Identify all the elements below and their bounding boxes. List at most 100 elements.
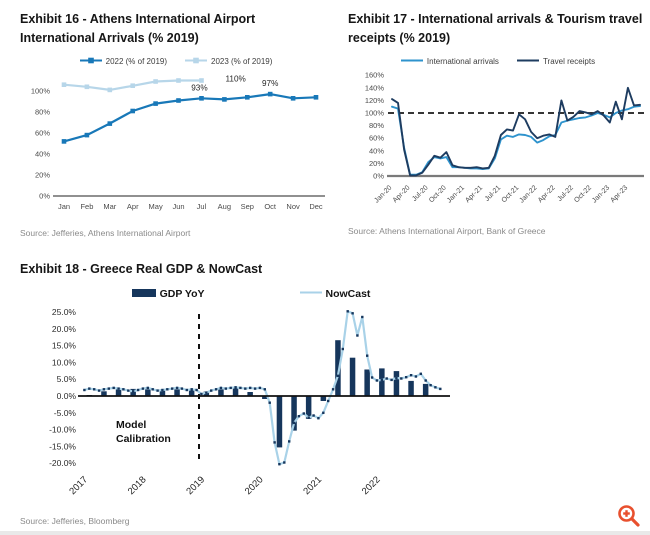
svg-text:5.0%: 5.0% (57, 375, 77, 385)
svg-text:Jul: Jul (197, 202, 207, 211)
legend-swatch-gdp-bar-icon (131, 288, 156, 301)
legend-item-gdp: GDP YoY (131, 288, 205, 301)
svg-text:20%: 20% (369, 159, 384, 168)
svg-text:2019: 2019 (184, 475, 207, 498)
series-receipts (391, 86, 641, 177)
svg-text:Mar: Mar (103, 202, 116, 211)
svg-text:97%: 97% (262, 79, 278, 88)
exhibit-18-panel: Exhibit 18 - Greece Real GDP & NowCast G… (20, 260, 482, 526)
svg-text:140%: 140% (365, 83, 385, 92)
svg-text:2021: 2021 (301, 475, 324, 498)
zoom-in-button[interactable] (615, 502, 643, 530)
svg-text:80%: 80% (369, 121, 384, 130)
svg-text:2020: 2020 (243, 475, 266, 498)
legend-label-2023: 2023 (% of 2019) (211, 57, 273, 67)
svg-text:40%: 40% (369, 146, 384, 155)
svg-text:-15.0%: -15.0% (49, 442, 76, 452)
legend-label-2022: 2022 (% of 2019) (105, 57, 167, 67)
legend-item-2022: 2022 (% of 2019) (79, 56, 167, 67)
legend-swatch-nowcast-line-icon (299, 288, 322, 300)
svg-text:100%: 100% (31, 86, 51, 95)
svg-text:Jul-22: Jul-22 (556, 184, 575, 203)
svg-text:0%: 0% (373, 171, 384, 180)
svg-text:Jan: Jan (58, 202, 70, 211)
svg-text:-20.0%: -20.0% (49, 459, 76, 469)
svg-text:Oct-22: Oct-22 (573, 184, 593, 204)
legend-swatch-2023-line-icon (185, 56, 207, 67)
calibration-label: Model Calibration (116, 419, 171, 445)
svg-text:Jan-20: Jan-20 (373, 184, 393, 204)
svg-text:Aug: Aug (218, 202, 231, 211)
svg-text:2022: 2022 (360, 475, 383, 498)
exhibit-16-legend: 2022 (% of 2019) 2023 (% of 2019) (20, 56, 332, 68)
svg-text:Oct: Oct (264, 202, 277, 211)
svg-text:Calibration: Calibration (116, 433, 171, 445)
legend-item-nowcast: NowCast (299, 288, 371, 301)
svg-text:-5.0%: -5.0% (54, 408, 77, 418)
legend-label-gdp: GDP YoY (159, 288, 205, 301)
bottom-divider (0, 531, 650, 535)
x-axis-labels: Jan Feb Mar Apr May Jun Jul Aug Sep Oct Nov Dec (58, 202, 323, 211)
svg-text:60%: 60% (369, 133, 384, 142)
svg-text:160%: 160% (365, 70, 385, 79)
exhibit-17-panel: Exhibit 17 - International arrivals & To… (348, 10, 648, 236)
svg-text:93%: 93% (191, 83, 207, 92)
exhibit-16-source: Source: Jefferies, Athens International … (20, 227, 191, 238)
x-axis-labels: 2017 2018 2019 2020 2021 2022 (67, 475, 382, 498)
legend-swatch-2022-line-icon (79, 56, 102, 67)
svg-text:Apr-20: Apr-20 (392, 184, 412, 204)
legend-label-receipts: Travel receipts (542, 57, 596, 67)
svg-text:Oct-21: Oct-21 (501, 184, 521, 204)
series-2022 (61, 91, 319, 144)
svg-text:110%: 110% (225, 74, 245, 83)
svg-text:Dec: Dec (309, 202, 323, 211)
svg-text:Jan-21: Jan-21 (446, 184, 466, 204)
exhibit-17-title: Exhibit 17 - International arrivals & To… (348, 12, 643, 46)
svg-text:Jan-23: Jan-23 (591, 184, 611, 204)
svg-text:Model: Model (116, 419, 146, 431)
svg-text:15.0%: 15.0% (52, 341, 77, 351)
svg-text:40%: 40% (35, 149, 50, 158)
svg-text:May: May (149, 202, 163, 211)
svg-text:Apr-23: Apr-23 (610, 184, 630, 204)
svg-text:100%: 100% (365, 108, 385, 117)
nowcast-markers (83, 310, 442, 466)
exhibit-16-title: Exhibit 16 - Athens International Airpor… (20, 12, 256, 46)
svg-text:Apr-22: Apr-22 (537, 184, 557, 204)
svg-text:Nov: Nov (286, 202, 300, 211)
y-axis: 0% 20% 40% 60% 80% 100% (31, 86, 51, 200)
legend-item-receipts: Travel receipts (516, 56, 596, 67)
exhibit-18-source: Source: Jefferies, Bloomberg (20, 516, 130, 527)
svg-text:0%: 0% (39, 191, 50, 200)
svg-text:2017: 2017 (67, 475, 90, 498)
y-axis: 25.0% 20.0% 15.0% 10.0% 5.0% 0.0% -5.0% -10.0% -… (49, 307, 76, 468)
svg-text:10.0%: 10.0% (52, 358, 77, 368)
svg-text:Apr-21: Apr-21 (464, 184, 484, 204)
legend-item-2023: 2023 (% of 2019) (185, 56, 272, 67)
svg-text:Sep: Sep (241, 202, 254, 211)
exhibit-18-plot: 25.0% 20.0% 15.0% 10.0% 5.0% 0.0% -5.0% -10.0% -… (49, 307, 450, 498)
legend-item-arrivals: International arrivals (400, 56, 499, 67)
legend-swatch-receipts-line-icon (516, 56, 539, 67)
legend-label-nowcast: NowCast (325, 288, 371, 301)
exhibit-16-plot: 0% 20% 40% 60% 80% 100% Jan Feb Mar Apr May Jun Jul A… (31, 74, 325, 211)
svg-text:Jan-22: Jan-22 (518, 184, 538, 204)
zoom-in-icon (618, 505, 640, 527)
y-axis: 0% 20% 40% 60% 80% 100% 120% 140% 160% (365, 70, 385, 180)
exhibit-17-legend: International arrivals Travel receipts (348, 56, 648, 68)
exhibit-18-title: Exhibit 18 - Greece Real GDP & NowCast (20, 262, 263, 276)
series-2023 (61, 77, 204, 92)
exhibit-18-legend: GDP YoY NowCast (20, 288, 482, 300)
svg-text:Jun: Jun (172, 202, 184, 211)
svg-text:Oct-20: Oct-20 (428, 184, 448, 204)
svg-text:25.0%: 25.0% (52, 307, 77, 317)
svg-text:0.0%: 0.0% (57, 391, 77, 401)
exhibit-17-plot: 0%20%40%60%80%100%120%140%160%Jan-20Apr-… (365, 70, 644, 204)
svg-text:120%: 120% (365, 96, 385, 105)
gdp-bars (86, 340, 429, 448)
svg-text:Feb: Feb (80, 202, 93, 211)
svg-text:2018: 2018 (126, 475, 149, 498)
exhibit-17-source: Source: Athens International Airport, Ba… (348, 225, 546, 236)
svg-text:60%: 60% (35, 128, 50, 137)
